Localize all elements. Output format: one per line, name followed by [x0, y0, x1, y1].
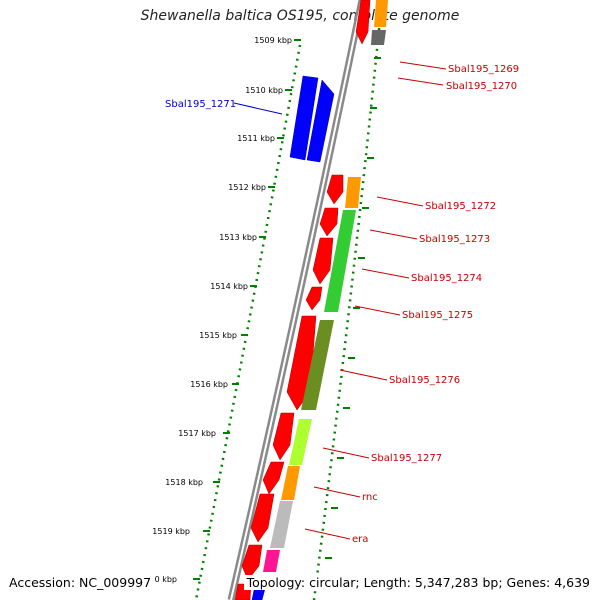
accession-text: Accession: NC_009997	[9, 575, 155, 590]
gene-block-gray	[371, 30, 386, 45]
kbp-label: 1511 kbp	[237, 134, 275, 143]
kbp-labels: 1509 kbp 1510 kbp 1511 kbp 1512 kbp 1513…	[139, 36, 292, 584]
gene-arrow	[262, 461, 285, 495]
leader-lines	[233, 61, 447, 540]
gene-arrow	[326, 174, 344, 205]
gene-block-gray	[270, 501, 293, 548]
backbone-inner	[230, 0, 363, 600]
kbp-label: 1512 kbp	[228, 183, 266, 192]
inner-ticks	[193, 39, 301, 580]
outer-ticks	[325, 57, 381, 559]
kbp-label: 1513 kbp	[219, 233, 257, 242]
kbp-label: 1516 kbp	[190, 380, 228, 389]
gene-label: rnc	[362, 492, 378, 503]
gene-label: Sbal195_1272	[425, 201, 496, 212]
gene-arrow-blue	[289, 75, 319, 161]
kbp-label: 1514 kbp	[210, 282, 248, 291]
kbp-label: 1515 kbp	[199, 331, 237, 340]
inner-track-genes[interactable]	[263, 0, 388, 572]
gene-label: Sbal195_1269	[448, 64, 519, 75]
gene-label: Sbal195_1270	[446, 81, 517, 92]
gene-arrow	[272, 412, 295, 461]
gene-label: Sbal195_1276	[389, 375, 460, 386]
gene-block-lime	[289, 419, 312, 465]
gene-label-highlight: Sbal195_1271	[165, 99, 236, 110]
gene-block-orange	[374, 0, 388, 27]
gene-label: Sbal195_1275	[402, 310, 473, 321]
kbp-label: 1520 kbp	[139, 575, 177, 584]
gene-arrow-blue	[306, 79, 335, 163]
gene-arrow	[305, 286, 323, 311]
kbp-label: 1510 kbp	[245, 86, 283, 95]
gene-arrow	[355, 0, 371, 45]
gene-block-green	[324, 210, 356, 312]
inner-scale-line	[194, 44, 302, 600]
kbp-label: 1509 kbp	[254, 36, 292, 45]
gene-block-olive	[301, 320, 334, 410]
gene-block-orange	[345, 177, 361, 208]
kbp-label: 1519 kbp	[152, 527, 190, 536]
gene-arrow	[250, 493, 275, 543]
gene-block-pink	[263, 550, 280, 572]
gene-arrow	[319, 207, 339, 237]
gene-label: Sbal195_1274	[411, 273, 482, 284]
gene-arrow	[241, 544, 263, 581]
genome-summary: Topology: circular; Length: 5,347,283 bp…	[243, 575, 590, 590]
gene-label: era	[352, 534, 368, 545]
gene-block-orange	[281, 466, 300, 500]
gene-label: Sbal195_1277	[371, 453, 442, 464]
gene-labels: Sbal195_1269 Sbal195_1270 Sbal195_1271 S…	[165, 64, 519, 545]
gene-label: Sbal195_1273	[419, 234, 490, 245]
kbp-label: 1517 kbp	[178, 429, 216, 438]
kbp-label: 1518 kbp	[165, 478, 203, 487]
gene-arrow	[312, 237, 334, 285]
